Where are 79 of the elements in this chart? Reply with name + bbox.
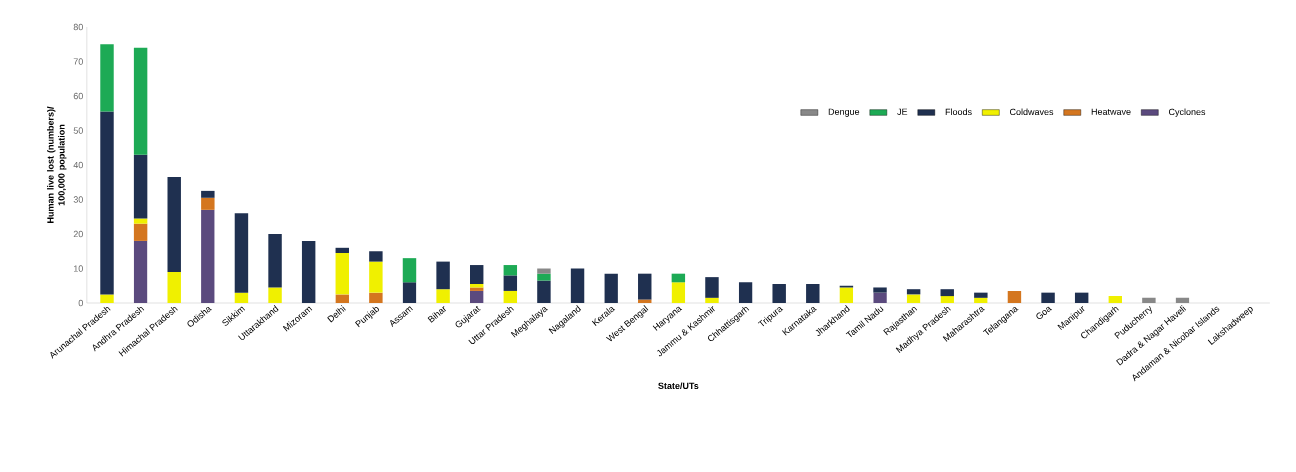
bar [268, 287, 282, 303]
bar [133, 240, 148, 303]
bar [1175, 297, 1190, 303]
legend-label: JE [897, 108, 908, 115]
bar [369, 261, 383, 293]
bar [974, 292, 988, 298]
bar [839, 287, 854, 303]
bar [705, 277, 719, 298]
legend-label: Coldwaves [1009, 108, 1054, 116]
bar [537, 280, 551, 303]
bar [469, 265, 484, 285]
bar [906, 294, 921, 303]
bar [638, 273, 652, 300]
bar [705, 297, 719, 303]
bar [738, 282, 753, 303]
legend-label: Cyclones [1168, 108, 1206, 117]
bar [369, 251, 383, 262]
bar [402, 282, 417, 303]
bar [201, 190, 215, 198]
bar [100, 111, 114, 295]
bar [1041, 292, 1055, 303]
bar [436, 261, 450, 290]
x-axis-title: State/UTs [658, 382, 699, 390]
bar [335, 247, 349, 253]
legend-label: Dengue [828, 108, 860, 117]
bar [1074, 292, 1089, 303]
bar [873, 287, 887, 293]
bar [436, 289, 450, 303]
y-tick-label: 80 [73, 23, 83, 31]
y-tick-label: 10 [73, 265, 83, 272]
y-axis-title: Human live lost (numbers)/ 100,000 population [47, 106, 67, 223]
bar [133, 218, 148, 224]
bar [974, 297, 988, 303]
legend-label: Floods [945, 108, 972, 116]
bar [167, 177, 181, 272]
bar [234, 292, 249, 303]
bar [537, 268, 551, 274]
bar [1007, 290, 1022, 303]
bar [335, 252, 349, 295]
bar [201, 197, 215, 210]
bar [873, 292, 887, 303]
bar [806, 284, 820, 303]
bar [1142, 297, 1156, 303]
bar [604, 273, 618, 303]
bar [570, 268, 585, 303]
x-tick-label: Goa [1036, 306, 1052, 320]
y-tick-label: 50 [73, 127, 83, 134]
bar [100, 294, 114, 303]
bar [268, 234, 282, 288]
legend-label: Heatwave [1091, 108, 1131, 115]
bar [335, 294, 349, 303]
bar [503, 290, 518, 303]
bar [940, 296, 954, 303]
bar [100, 44, 114, 112]
bar [671, 282, 686, 303]
y-tick-label: 60 [73, 92, 83, 100]
bar [167, 271, 181, 303]
bar [503, 275, 518, 291]
bar [133, 47, 148, 155]
bar [234, 213, 249, 293]
bar [133, 154, 148, 219]
bar [1108, 296, 1122, 303]
bar [772, 284, 786, 303]
bar [503, 265, 518, 276]
bar [402, 258, 417, 283]
y-tick-label: 0 [78, 299, 83, 307]
bar [469, 290, 484, 303]
bar [369, 292, 383, 303]
y-tick-label: 20 [73, 230, 83, 238]
bar [940, 289, 954, 297]
bar [201, 209, 215, 303]
y-tick-label: 40 [73, 161, 83, 169]
bar [301, 240, 316, 303]
bar [906, 289, 921, 295]
y-tick-label: 30 [73, 196, 83, 203]
bar [133, 223, 148, 241]
bar [537, 273, 551, 281]
bar [671, 273, 686, 283]
y-tick-label: 70 [73, 58, 83, 65]
